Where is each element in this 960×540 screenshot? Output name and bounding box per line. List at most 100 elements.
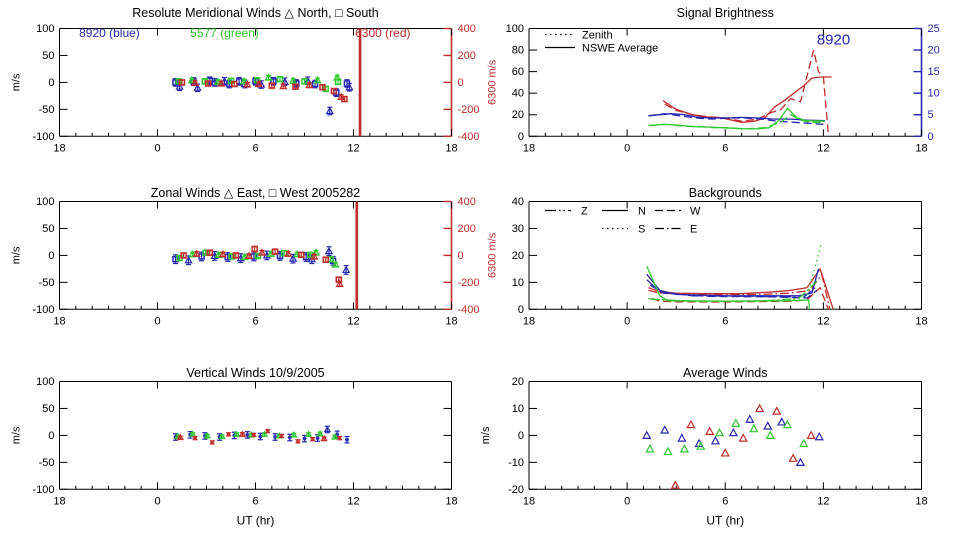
svg-text:0: 0 xyxy=(624,315,630,327)
svg-text:m/s: m/s xyxy=(11,426,23,444)
svg-text:18: 18 xyxy=(523,142,535,154)
svg-text:200: 200 xyxy=(458,50,476,62)
svg-text:NSWE Average: NSWE Average xyxy=(582,43,658,55)
svg-text:6300 (red): 6300 (red) xyxy=(355,26,410,40)
svg-text:0: 0 xyxy=(154,315,160,327)
svg-text:12: 12 xyxy=(817,495,829,507)
svg-text:6: 6 xyxy=(722,495,728,507)
svg-text:m/s: m/s xyxy=(11,246,23,264)
svg-text:80: 80 xyxy=(512,45,524,57)
svg-text:6300 m/s: 6300 m/s xyxy=(487,59,499,105)
svg-text:15: 15 xyxy=(928,66,940,78)
svg-text:18: 18 xyxy=(523,315,535,327)
svg-text:40: 40 xyxy=(512,88,524,100)
svg-text:UT (hr): UT (hr) xyxy=(706,513,744,527)
svg-text:25: 25 xyxy=(928,23,940,35)
svg-text:-400: -400 xyxy=(458,131,480,143)
panel-meridional-winds: 100 50 0 -50 -100 400 200 0 -200 -400 6300 m/s 18 0 6… xyxy=(11,6,499,154)
svg-text:-50: -50 xyxy=(39,104,55,116)
svg-text:0: 0 xyxy=(458,250,464,262)
svg-text:10: 10 xyxy=(928,88,940,100)
svg-text:18: 18 xyxy=(915,315,927,327)
svg-text:Z: Z xyxy=(581,206,588,218)
svg-text:0: 0 xyxy=(928,131,934,143)
svg-text:-50: -50 xyxy=(39,457,55,469)
svg-text:Vertical Winds 10/9/2005: Vertical Winds 10/9/2005 xyxy=(186,366,324,380)
svg-text:20: 20 xyxy=(512,109,524,121)
svg-text:Backgrounds: Backgrounds xyxy=(689,186,762,200)
panel-zonal-winds: 100 50 0 -50 -100 400 200 0 -200 -400 6300 m/s 18 0 6… xyxy=(11,186,499,327)
svg-text:8920 (blue): 8920 (blue) xyxy=(79,26,140,40)
svg-text:0: 0 xyxy=(154,495,160,507)
svg-text:400: 400 xyxy=(458,23,476,35)
svg-text:W: W xyxy=(690,206,701,218)
svg-text:100: 100 xyxy=(36,196,54,208)
svg-text:400: 400 xyxy=(458,196,476,208)
svg-text:12: 12 xyxy=(347,495,359,507)
svg-text:20: 20 xyxy=(512,250,524,262)
svg-text:m/s: m/s xyxy=(11,73,23,91)
svg-text:50: 50 xyxy=(42,50,54,62)
svg-text:0: 0 xyxy=(154,142,160,154)
svg-text:0: 0 xyxy=(48,250,54,262)
svg-text:0: 0 xyxy=(518,304,524,316)
svg-text:Average Winds: Average Winds xyxy=(683,366,768,380)
svg-text:UT (hr): UT (hr) xyxy=(237,513,275,527)
svg-text:5: 5 xyxy=(928,109,934,121)
svg-text:-100: -100 xyxy=(32,304,54,316)
svg-text:100: 100 xyxy=(36,23,54,35)
svg-text:-20: -20 xyxy=(508,484,524,496)
svg-text:20: 20 xyxy=(512,376,524,388)
svg-text:12: 12 xyxy=(817,142,829,154)
svg-text:Signal Brightness: Signal Brightness xyxy=(677,6,774,20)
svg-text:20: 20 xyxy=(928,45,940,57)
svg-text:6: 6 xyxy=(722,142,728,154)
svg-text:30: 30 xyxy=(512,223,524,235)
svg-text:0: 0 xyxy=(518,131,524,143)
svg-text:-10: -10 xyxy=(508,457,524,469)
svg-text:0: 0 xyxy=(518,430,524,442)
svg-text:5577 (green): 5577 (green) xyxy=(190,26,259,40)
svg-text:E: E xyxy=(690,224,697,236)
svg-text:18: 18 xyxy=(523,495,535,507)
svg-text:50: 50 xyxy=(42,403,54,415)
svg-text:10: 10 xyxy=(512,277,524,289)
svg-text:18: 18 xyxy=(53,142,65,154)
svg-text:18: 18 xyxy=(53,315,65,327)
svg-text:18: 18 xyxy=(915,495,927,507)
svg-text:40: 40 xyxy=(512,196,524,208)
svg-text:12: 12 xyxy=(817,315,829,327)
svg-text:m/s: m/s xyxy=(480,426,492,444)
svg-text:6: 6 xyxy=(722,315,728,327)
svg-text:6: 6 xyxy=(252,315,258,327)
svg-text:200: 200 xyxy=(458,223,476,235)
svg-text:-100: -100 xyxy=(32,484,54,496)
svg-text:-400: -400 xyxy=(458,304,480,316)
svg-text:-200: -200 xyxy=(458,104,480,116)
svg-text:60: 60 xyxy=(512,66,524,78)
svg-text:0: 0 xyxy=(624,142,630,154)
svg-text:50: 50 xyxy=(42,223,54,235)
svg-text:Zenith: Zenith xyxy=(582,30,613,42)
svg-text:0: 0 xyxy=(624,495,630,507)
svg-text:8920: 8920 xyxy=(817,31,850,48)
svg-text:6: 6 xyxy=(252,495,258,507)
svg-text:100: 100 xyxy=(36,376,54,388)
svg-text:18: 18 xyxy=(445,315,457,327)
svg-text:12: 12 xyxy=(347,315,359,327)
svg-text:-50: -50 xyxy=(39,277,55,289)
svg-text:0: 0 xyxy=(48,77,54,89)
svg-text:100: 100 xyxy=(506,23,524,35)
svg-text:N: N xyxy=(638,206,646,218)
svg-text:10: 10 xyxy=(512,403,524,415)
svg-text:-100: -100 xyxy=(32,131,54,143)
svg-text:S: S xyxy=(638,224,645,236)
svg-text:0: 0 xyxy=(458,77,464,89)
svg-text:18: 18 xyxy=(915,142,927,154)
